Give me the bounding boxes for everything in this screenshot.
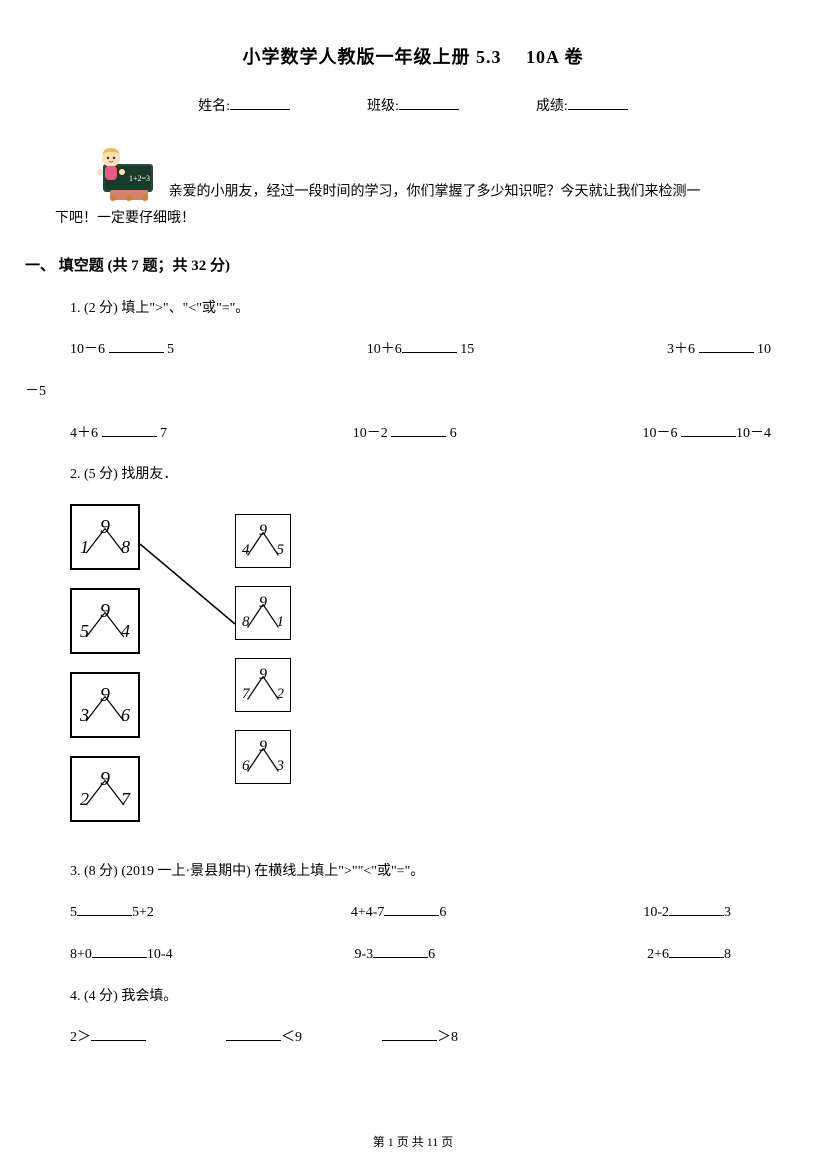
intro-line1: 亲爱的小朋友，经过一段时间的学习，你们掌握了多少知识呢？今天就让我们来检测一 (169, 184, 701, 199)
blank[interactable] (669, 904, 724, 916)
svg-text:1+2=3: 1+2=3 (129, 174, 150, 183)
blank[interactable] (102, 425, 157, 437)
blank[interactable] (669, 946, 724, 958)
q3-row1: 5 5+2 4+4-7 6 10-2 3 (70, 900, 771, 927)
student-info-row: 姓名: 班级: 成绩: (55, 94, 771, 121)
blank[interactable] (92, 946, 147, 958)
q1r2a2: 7 (160, 426, 167, 441)
blank[interactable] (402, 341, 457, 353)
number-bond-box: 954 (70, 588, 140, 654)
q3r2a1: 8+0 (70, 947, 92, 962)
number-bond-box: 963 (235, 730, 291, 784)
number-bond-diagram: 918 954 936 927 945 981 972 963 (70, 504, 330, 844)
blank[interactable] (91, 1029, 146, 1041)
name-blank[interactable] (230, 96, 290, 110)
class-label: 班级: (367, 94, 399, 121)
q3r1c2: 3 (724, 905, 731, 920)
q3r2c1: 2+6 (647, 947, 669, 962)
number-bond-box: 972 (235, 658, 291, 712)
q3-prompt: 3. (8 分) (2019 一上·景县期中) 在横线上填上">""<"或"="… (70, 859, 771, 886)
page-footer: 第 1 页 共 11 页 (0, 1131, 826, 1154)
q1r1a2: 5 (167, 342, 174, 357)
q1r2c2: 10－4 (736, 426, 771, 441)
number-bond-box: 918 (70, 504, 140, 570)
blank[interactable] (373, 946, 428, 958)
q1r1b2: 15 (460, 342, 474, 357)
intro-block: 1+2=3 亲爱的小朋友，经过一段时间的学习，你们掌握了多少知识呢？今天就让我们… (85, 146, 771, 233)
q3r1a1: 5 (70, 905, 77, 920)
q3r2b1: 9-3 (355, 947, 374, 962)
page-title: 小学数学人教版一年级上册 5.3 10A 卷 (55, 40, 771, 74)
number-bond-box: 981 (235, 586, 291, 640)
intro-line2: 下吧！一定要仔细哦！ (55, 206, 771, 233)
name-label: 姓名: (198, 94, 230, 121)
q1-row1: 10－6 5 10＋6 15 3＋6 10 (70, 337, 771, 364)
q2-prompt: 2. (5 分) 找朋友． (70, 462, 771, 489)
q1r2b2: 6 (450, 426, 457, 441)
q3r1b2: 6 (439, 905, 446, 920)
q3r2a2: 10-4 (147, 947, 173, 962)
q1r1a: 10－6 (70, 342, 105, 357)
score-blank[interactable] (568, 96, 628, 110)
q4b: ＜9 (281, 1030, 302, 1045)
number-bond-box: 945 (235, 514, 291, 568)
q1r1c: 3＋6 (667, 342, 695, 357)
q1r1b: 10＋6 (367, 342, 402, 357)
q3r1a2: 5+2 (132, 905, 154, 920)
q4c: ＞8 (437, 1030, 458, 1045)
blank[interactable] (384, 904, 439, 916)
blank[interactable] (382, 1029, 437, 1041)
q3r1c1: 10-2 (643, 905, 669, 920)
q3r2c2: 8 (724, 947, 731, 962)
blank[interactable] (391, 425, 446, 437)
class-blank[interactable] (399, 96, 459, 110)
blank[interactable] (109, 341, 164, 353)
q4-prompt: 4. (4 分) 我会填。 (70, 984, 771, 1011)
q1-cont: －5 (25, 379, 771, 406)
q1r2a: 4＋6 (70, 426, 98, 441)
q3-row2: 8+0 10-4 9-3 6 2+6 8 (70, 942, 771, 969)
blank[interactable] (699, 341, 754, 353)
q3r2b2: 6 (428, 947, 435, 962)
q1r2c: 10－6 (643, 426, 678, 441)
q1-row2: 4＋6 7 10－2 6 10－6 10－4 (70, 421, 771, 448)
score-label: 成绩: (536, 94, 568, 121)
teacher-icon: 1+2=3 (85, 146, 165, 206)
blank[interactable] (77, 904, 132, 916)
q3r1b1: 4+4-7 (351, 905, 385, 920)
section-1-header: 一、 填空题 (共 7 题；共 32 分) (25, 252, 771, 281)
q1r1c2: 10 (757, 342, 771, 357)
number-bond-box: 927 (70, 756, 140, 822)
q1r2b: 10－2 (353, 426, 388, 441)
q4a: 2＞ (70, 1030, 91, 1045)
blank[interactable] (681, 425, 736, 437)
q1-prompt: 1. (2 分) 填上">"、"<"或"="。 (70, 296, 771, 323)
q4-row: 2＞ ＜9 ＞8 (70, 1025, 771, 1052)
blank[interactable] (226, 1029, 281, 1041)
number-bond-box: 936 (70, 672, 140, 738)
